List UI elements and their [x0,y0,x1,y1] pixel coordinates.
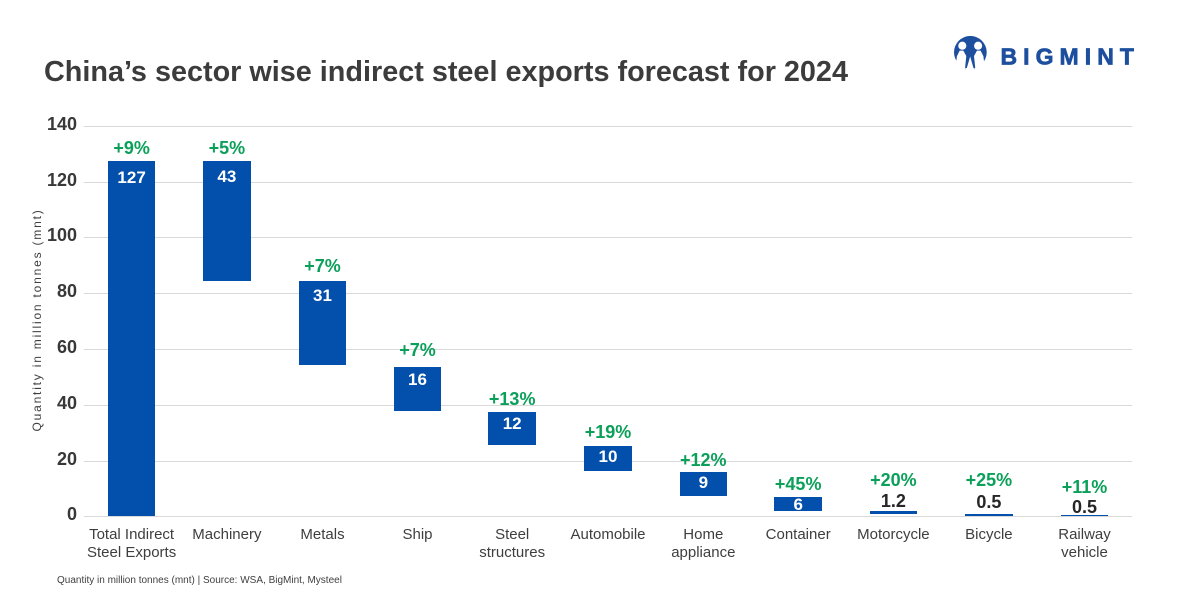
svg-text:BIGMINT: BIGMINT [1001,44,1140,70]
